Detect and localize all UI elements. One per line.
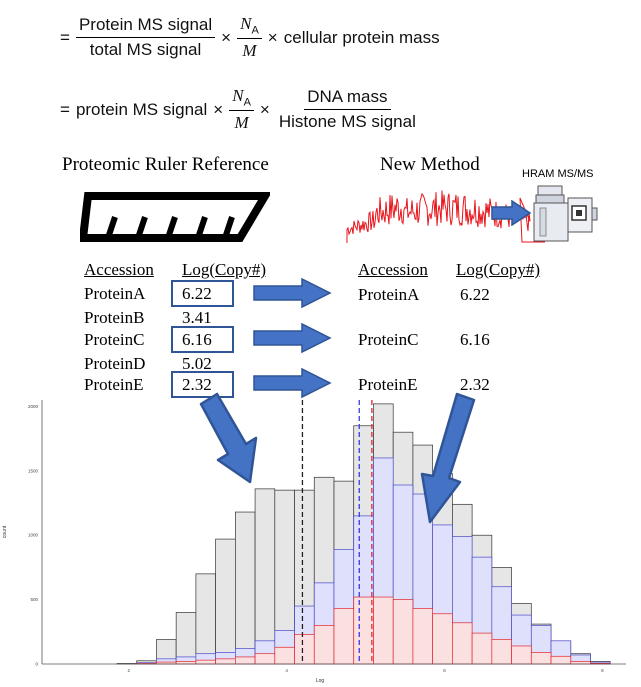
transfer-arrows: [253, 278, 332, 399]
left-row-name: ProteinE: [84, 375, 144, 394]
transfer-arrow-e: [253, 367, 332, 399]
avogadro-n: N: [240, 14, 252, 33]
gray-bar: [175, 612, 197, 665]
red-bar: [254, 653, 276, 665]
gray-bar: [235, 511, 256, 665]
x-tick-label: 4: [285, 668, 288, 673]
fraction-numerator: Protein MS signal: [75, 15, 216, 39]
equals-sign: =: [60, 27, 70, 47]
red-bar: [333, 608, 355, 665]
x-tick-label: 2: [128, 668, 131, 673]
log-copy-histogram: 0 500 1000 1500 2000 2 4 6 8 Log count: [2, 392, 626, 684]
red-bar: [471, 632, 493, 665]
left-row-value: 6.16: [182, 330, 212, 349]
left-row-value: 6.22: [182, 284, 212, 303]
formula-line-2: = protein MS signal × NA M × DNA mass Hi…: [60, 86, 425, 133]
y-tick-label: 1000: [28, 533, 39, 538]
right-row-name: ProteinA: [358, 285, 420, 304]
left-row-value: 2.32: [182, 375, 212, 394]
avogadro-n: N: [232, 86, 244, 105]
equals-sign: =: [60, 99, 70, 119]
callout-arrow-right: [420, 392, 476, 524]
x-tick-label: 8: [601, 668, 604, 673]
y-tick-label: 2000: [28, 404, 39, 409]
x-axis-label: Log: [316, 678, 325, 684]
times-sign: ×: [221, 27, 232, 47]
ruler-icon: [80, 192, 270, 242]
red-bar: [392, 599, 414, 665]
highlight-box: [171, 280, 234, 307]
red-bar: [452, 622, 473, 665]
gray-bar: [254, 488, 276, 665]
gray-bar: [215, 538, 236, 665]
transfer-arrow-a: [253, 278, 332, 309]
red-bar: [215, 658, 236, 665]
ruler-reference-title: Proteomic Ruler Reference: [62, 154, 269, 175]
fraction-denominator: total MS signal: [89, 40, 202, 60]
right-row-value: 2.32: [460, 375, 490, 394]
right-row-name: ProteinC: [358, 330, 419, 349]
red-bar: [294, 634, 315, 665]
red-bar: [313, 625, 335, 665]
x-tick-label: 6: [443, 668, 446, 673]
avogadro-sub: A: [251, 24, 259, 37]
left-row-name: ProteinB: [84, 308, 145, 327]
avogadro-fraction: NA M: [229, 86, 254, 133]
left-row-value: 5.02: [182, 354, 212, 373]
highlight-box: [171, 326, 234, 353]
left-row-name: ProteinC: [84, 330, 145, 349]
callout-arrow-left: [199, 392, 258, 484]
red-bar: [432, 613, 453, 665]
times-sign: ×: [259, 99, 270, 119]
y-tick-label: 500: [30, 597, 38, 602]
new-method-title: New Method: [380, 154, 480, 175]
red-bar: [530, 652, 552, 665]
instrument-label: HRAM MS/MS: [522, 168, 594, 180]
times-sign: ×: [267, 27, 278, 47]
red-bar: [274, 646, 295, 665]
y-tick-label: 1500: [28, 468, 39, 473]
mass-spectrometer-icon: [533, 185, 598, 242]
right-row-name: ProteinE: [358, 375, 418, 394]
left-header-log-copy: Log(Copy#): [182, 260, 267, 279]
molar-mass-m: M: [234, 113, 249, 133]
protein-ms-signal-term: protein MS signal: [75, 99, 208, 119]
left-header-accession: Accession: [84, 260, 154, 279]
left-row-value: 3.41: [182, 308, 212, 327]
fraction-denominator: Histone MS signal: [278, 112, 416, 132]
formula-line-1: = Protein MS signal total MS signal × NA…: [60, 14, 446, 61]
y-axis-label: count: [2, 525, 8, 538]
avogadro-fraction: NA M: [237, 14, 262, 61]
dna-histone-fraction: DNA mass Histone MS signal: [276, 87, 419, 132]
avogadro-sub: A: [243, 96, 251, 109]
fraction-numerator: DNA mass: [304, 87, 391, 111]
times-sign: ×: [213, 99, 224, 119]
cellular-protein-mass-term: cellular protein mass: [283, 27, 440, 47]
red-bar: [412, 608, 433, 665]
red-bar: [511, 645, 532, 665]
highlight-box: [171, 371, 234, 398]
y-tick-label: 0: [35, 662, 38, 667]
right-row-value: 6.22: [460, 285, 490, 304]
red-bar: [195, 659, 216, 665]
instrument-arrow-icon: [491, 200, 532, 226]
right-header-log-copy: Log(Copy#): [456, 260, 541, 279]
red-bar: [353, 596, 374, 665]
transfer-arrow-c: [253, 322, 332, 354]
red-bar: [235, 656, 256, 665]
right-header-accession: Accession: [358, 260, 428, 279]
red-bar: [373, 596, 394, 665]
red-bar: [491, 639, 512, 665]
red-bar: [550, 655, 572, 665]
left-row-name: ProteinA: [84, 284, 146, 303]
signal-ratio-fraction: Protein MS signal total MS signal: [75, 15, 216, 60]
gray-bar: [195, 573, 216, 665]
molar-mass-m: M: [242, 41, 257, 61]
right-row-value: 6.16: [460, 330, 490, 349]
left-row-name: ProteinD: [84, 354, 146, 373]
